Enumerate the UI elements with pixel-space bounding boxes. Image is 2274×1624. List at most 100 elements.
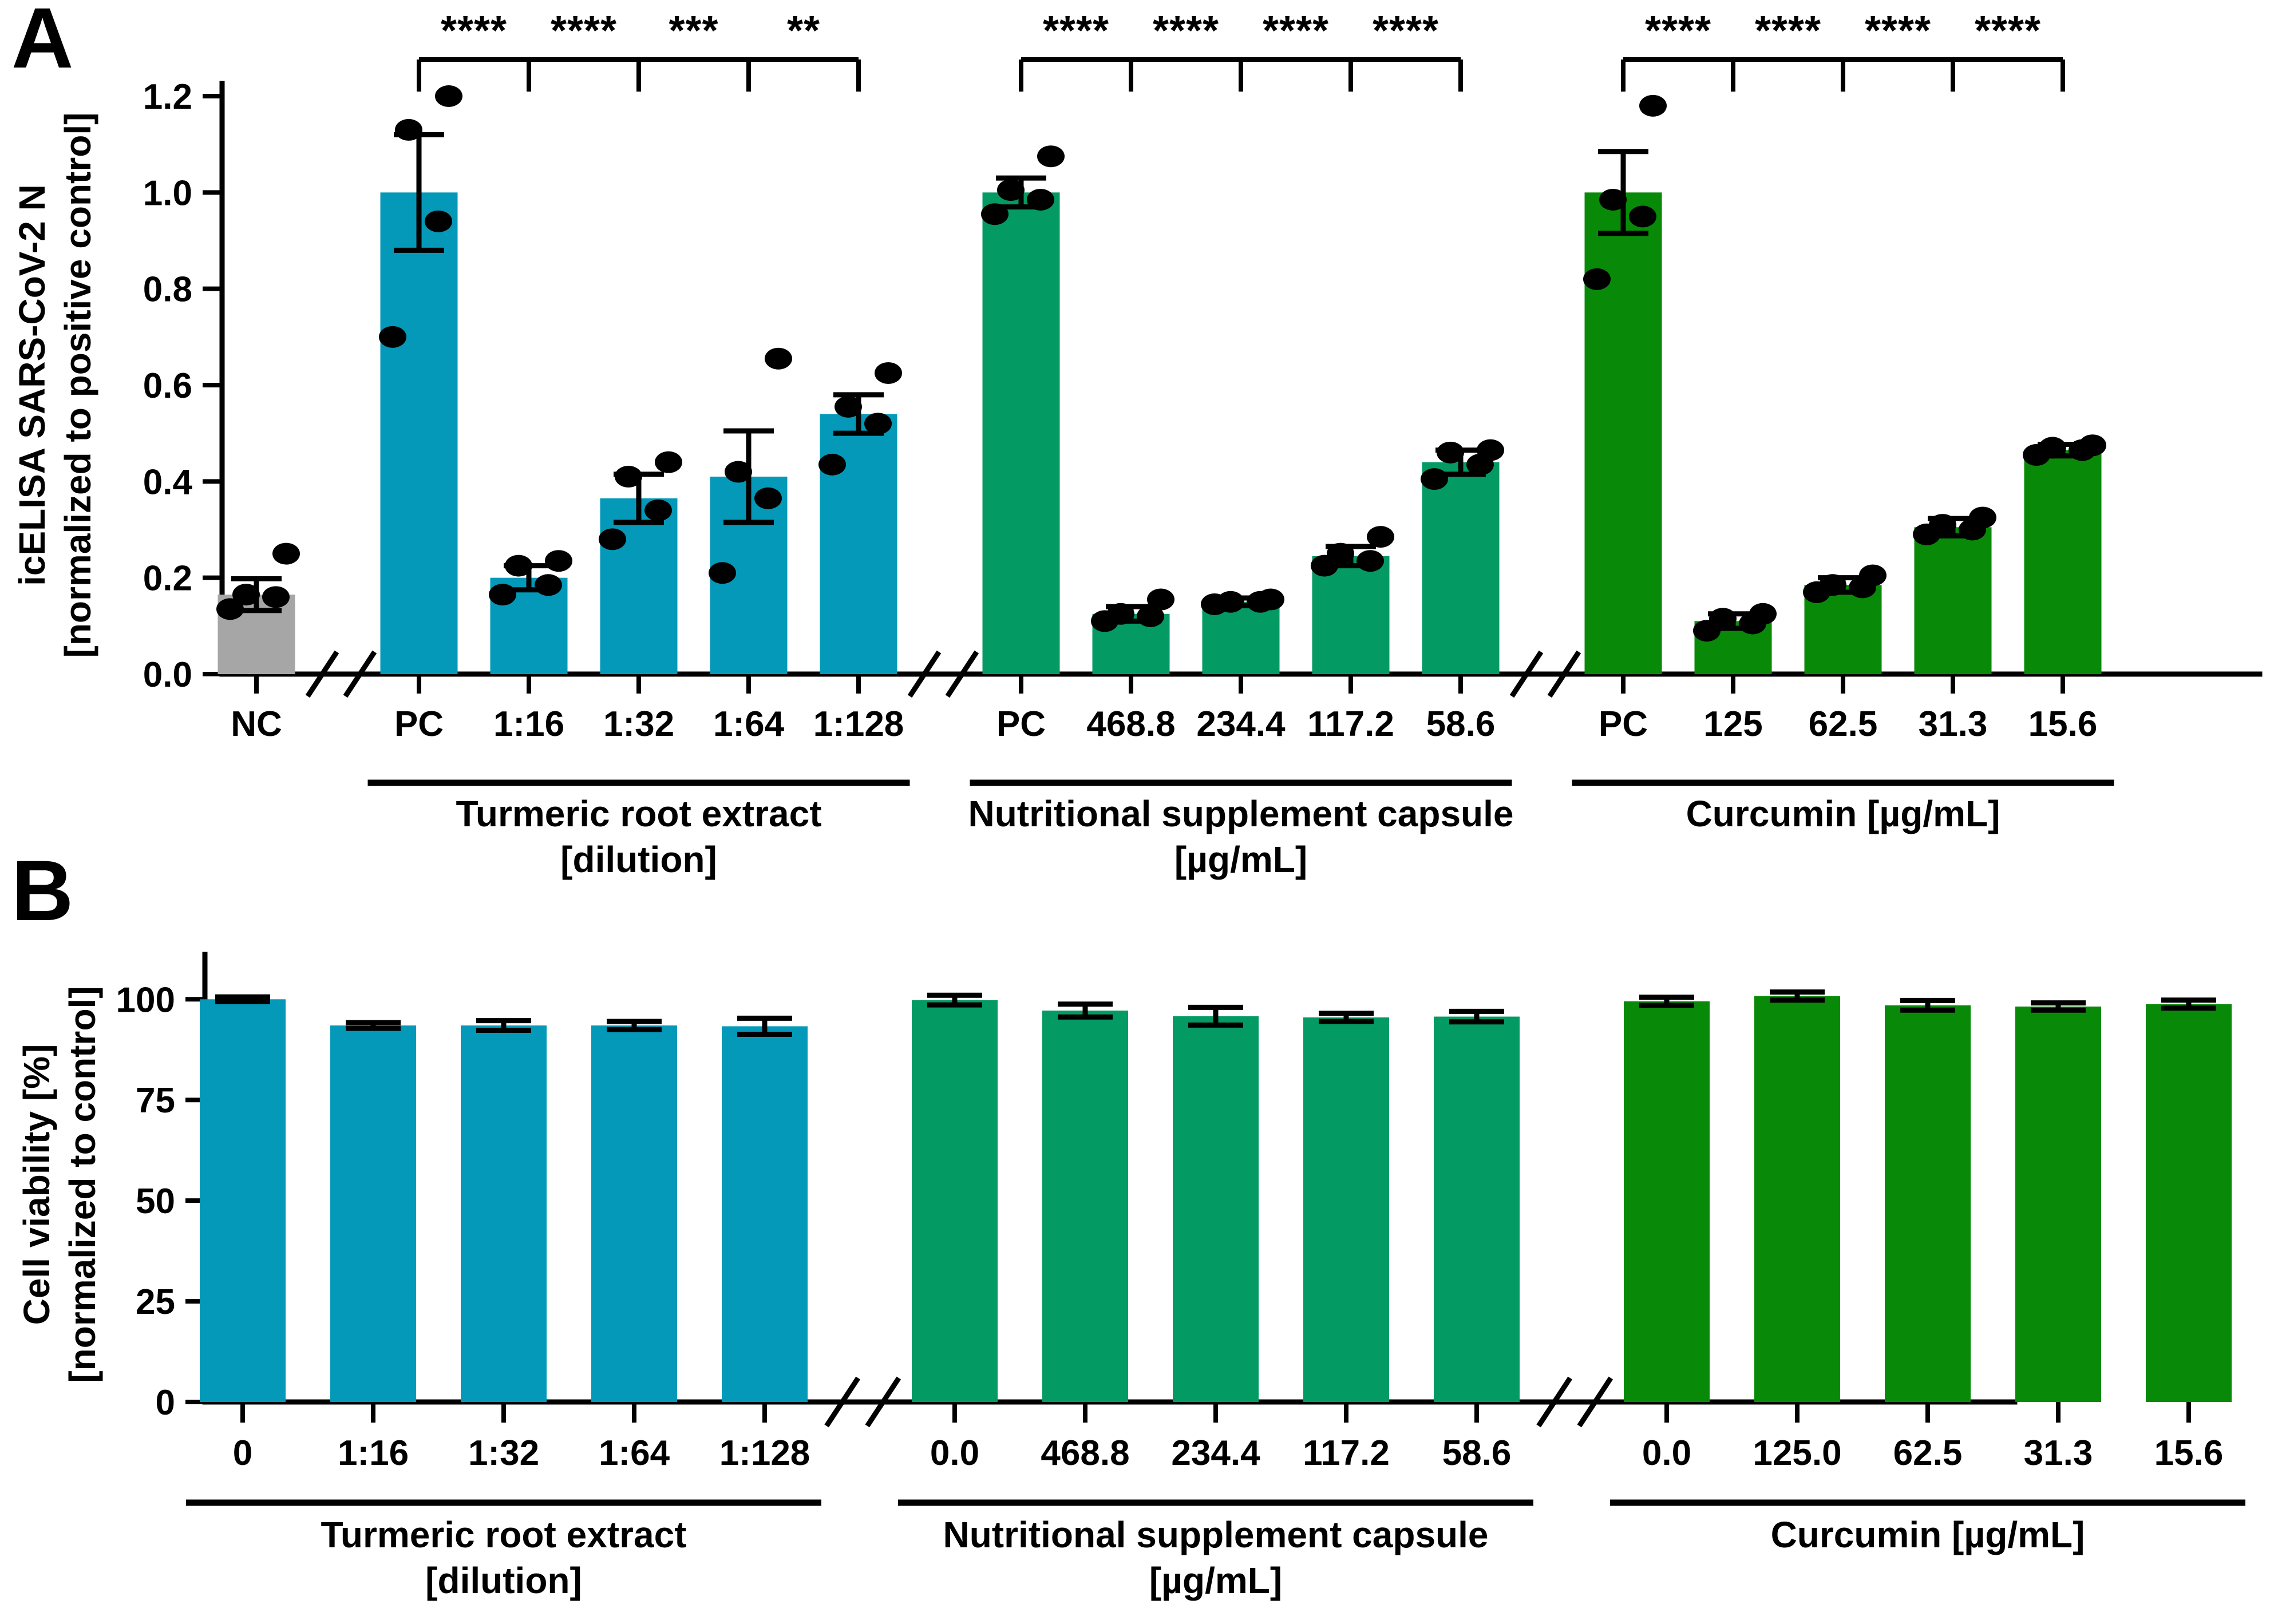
panel-b-x-tick-label: 31.3	[2024, 1433, 2093, 1473]
panel-a-data-point	[1477, 439, 1504, 461]
panel-b-bar	[1885, 1005, 1971, 1402]
panel-a-data-point	[1027, 188, 1054, 211]
axis-break-slash	[945, 650, 979, 698]
panel-b-x-tick-label: 117.2	[1303, 1433, 1390, 1473]
panel-a-data-point	[1421, 468, 1448, 490]
panel-a-data-point	[709, 562, 736, 584]
panel-b-x-tick-label: 58.6	[1442, 1433, 1512, 1473]
panel-a-data-point	[1639, 94, 1667, 117]
panel-b-x-tick-label: 15.6	[2154, 1433, 2224, 1473]
panel-a-data-point	[395, 118, 422, 141]
panel-b-bar	[1042, 1011, 1128, 1402]
panel-a-data-point	[1147, 588, 1174, 611]
panel-a-x-tick-label: 125	[1703, 704, 1762, 744]
panel-a-y-tick-label: 1.2	[143, 77, 192, 117]
panel-a-significance-label: ***	[669, 8, 718, 54]
panel-a-group-label-line1: Curcumin [µg/mL]	[1686, 793, 2000, 834]
panel-a-bar	[1584, 192, 1662, 674]
axis-break-slash	[343, 650, 377, 698]
panel-a-data-point	[1037, 145, 1065, 168]
panel-a-significance-label: ****	[551, 8, 617, 54]
panel-a-y-tick-label: 0.6	[143, 366, 192, 406]
panel-a-x-tick-label: PC	[394, 704, 444, 744]
panel-a-bar	[1422, 462, 1500, 674]
panel-a-data-point	[545, 550, 572, 572]
panel-a-data-point	[216, 598, 244, 620]
panel-a-data-point	[232, 584, 260, 606]
panel-a-data-point	[875, 362, 902, 384]
panel-b-x-tick-label: 468.8	[1041, 1433, 1129, 1473]
panel-a-data-point	[599, 528, 626, 550]
panel-a-data-point	[1327, 542, 1354, 565]
axis-break-slash	[305, 650, 339, 698]
panel-b-bar	[1624, 1001, 1710, 1402]
panel-a-x-tick-label: 234.4	[1196, 704, 1286, 744]
panel-a-data-point	[725, 461, 752, 483]
panel-a-data-point	[272, 542, 300, 565]
panel-b-y-tick-label: 50	[136, 1182, 175, 1221]
panel-a-significance-label: ****	[1865, 8, 1931, 54]
panel-b-bar	[1303, 1017, 1389, 1402]
panel-a-x-tick-label: 15.6	[2028, 704, 2098, 744]
panel-a-data-point	[615, 465, 642, 488]
panel-b-y-tick-label: 75	[136, 1081, 175, 1120]
panel-a-x-tick-label: PC	[1599, 704, 1648, 744]
panel-a-significance-label: ****	[1975, 8, 2041, 54]
panel-a-x-tick-label: 468.8	[1086, 704, 1175, 744]
panel-a-data-point	[644, 499, 672, 521]
panel-b-x-tick-label: 125.0	[1753, 1433, 1841, 1473]
panel-a-data-point	[1107, 603, 1134, 625]
panel-b-bar	[912, 1000, 998, 1402]
panel-a-bar	[600, 498, 678, 674]
panel-a-data-point	[262, 586, 290, 608]
panel-a-y-tick-label: 1.0	[143, 173, 192, 213]
panel-a-x-tick-label: 1:128	[813, 704, 904, 744]
panel-a-data-point	[379, 326, 406, 348]
panel-b-y-tick-label: 25	[136, 1282, 175, 1322]
panel-a-group-label-line2: [dilution]	[560, 839, 717, 880]
panel-b-bar	[200, 999, 286, 1402]
panel-a-group-label-line1: Nutritional supplement capsule	[968, 793, 1513, 834]
panel-a-data-point	[1709, 608, 1737, 630]
panel-b-bar	[722, 1026, 808, 1402]
panel-a-letter: A	[11, 0, 73, 86]
panel-a-data-point	[835, 395, 862, 418]
panel-b-bar	[1434, 1016, 1520, 1402]
panel-b-x-tick-label: 1:64	[599, 1433, 670, 1473]
panel-a-data-point	[1367, 526, 1394, 548]
panel-b-letter: B	[11, 842, 73, 938]
panel-a-data-point	[818, 453, 846, 476]
axis-break-slash	[824, 1376, 860, 1428]
panel-a-data-point	[1583, 268, 1611, 290]
panel-a-x-tick-label: 31.3	[1919, 704, 1988, 744]
panel-a-data-point	[505, 554, 532, 577]
panel-a-data-point	[1357, 550, 1384, 572]
panel-a-significance-label: ****	[1043, 8, 1109, 54]
panel-a-x-tick-label: 1:32	[603, 704, 674, 744]
panel-a-data-point	[1819, 574, 1846, 596]
panel-a-x-tick-label: NC	[231, 704, 282, 744]
panel-a-significance-label: ****	[1153, 8, 1219, 54]
panel-b-group-label-line2: [dilution]	[425, 1560, 582, 1601]
panel-a-bar	[380, 192, 458, 674]
panel-a-y-tick-label: 0.4	[143, 462, 193, 502]
panel-a-x-tick-label: 62.5	[1809, 704, 1878, 744]
panel-a-data-point	[1437, 441, 1464, 464]
panel-a-data-point	[754, 487, 782, 509]
panel-b-bar	[1754, 996, 1840, 1402]
panel-a-significance-label: ****	[1645, 8, 1711, 54]
panel-b-bar	[330, 1025, 416, 1402]
panel-a-significance-label: ****	[1263, 8, 1329, 54]
panel-a-bar	[820, 414, 897, 674]
axis-break-slash	[865, 1376, 901, 1428]
panel-a-data-point	[1217, 591, 1244, 613]
panel-a-significance-label: ****	[1373, 8, 1439, 54]
panel-b-y-title-line1: Cell viability [%]	[16, 1044, 57, 1325]
panel-a-data-point	[1257, 588, 1284, 611]
panel-a-data-point	[1859, 564, 1887, 587]
panel-a-data-point	[1929, 514, 1956, 536]
panel-a-significance-label: **	[787, 8, 820, 54]
panel-a-x-tick-label: 117.2	[1307, 704, 1394, 744]
panel-a-data-point	[997, 179, 1025, 201]
panel-b-x-tick-label: 234.4	[1171, 1433, 1260, 1473]
